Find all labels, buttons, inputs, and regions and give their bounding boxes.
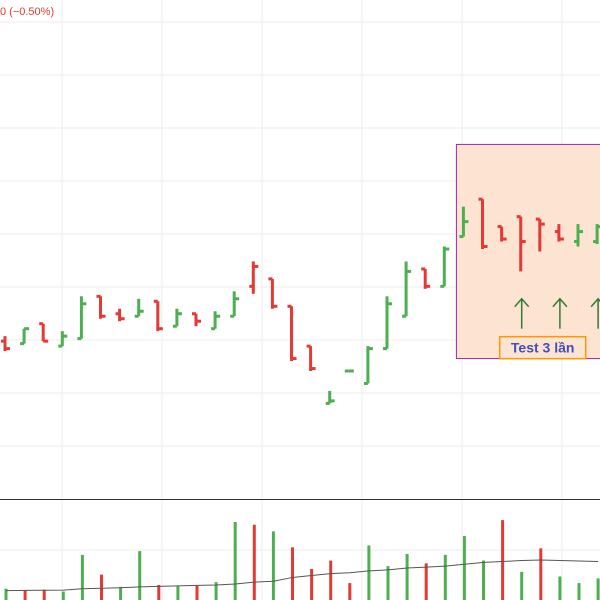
annotation-label-box <box>498 335 587 360</box>
up-arrow-head-0 <box>514 297 530 308</box>
annotation-label: Test 3 lần <box>511 340 575 356</box>
highlight-box <box>455 143 600 360</box>
price-change-label: 0 (−0.50%) <box>0 6 55 18</box>
volume-moving-average-line <box>5 559 599 592</box>
up-arrow-head-1 <box>552 297 568 308</box>
up-arrow-head-2 <box>590 297 600 308</box>
